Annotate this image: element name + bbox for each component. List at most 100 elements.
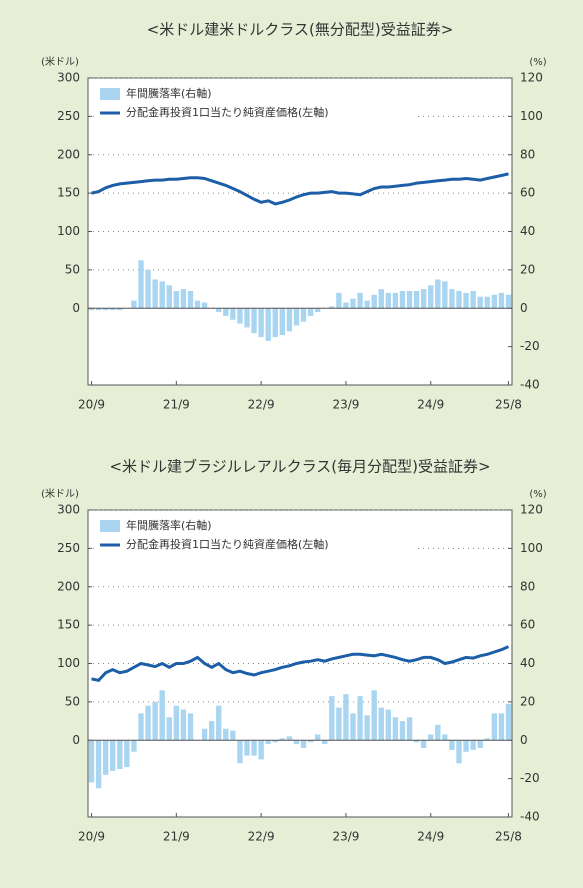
- legend-label: 年間騰落率(右軸): [126, 518, 212, 532]
- chart-title: <米ドル建ブラジルレアルクラス(毎月分配型)受益証券>: [109, 458, 490, 476]
- bar: [385, 709, 392, 741]
- bar: [88, 740, 95, 783]
- x-tick-label: 20/9: [78, 398, 105, 412]
- bar: [498, 713, 505, 741]
- bar: [392, 717, 399, 741]
- bar: [201, 302, 208, 309]
- bar: [399, 721, 406, 741]
- y2-tick-label: 120: [520, 503, 543, 517]
- y2-tick-label: 100: [520, 541, 543, 555]
- bar: [406, 290, 413, 309]
- bar: [505, 703, 512, 741]
- y-tick-label: 200: [57, 147, 80, 161]
- bar: [223, 728, 229, 741]
- y-tick-label: 50: [65, 694, 80, 708]
- bar: [138, 260, 144, 309]
- bar: [364, 715, 370, 741]
- bar: [343, 302, 349, 309]
- bar: [230, 730, 236, 741]
- legend-label: 分配金再投資1口当たり純資産価格(左軸): [126, 105, 329, 119]
- legend-box: [96, 516, 416, 556]
- bar: [102, 308, 109, 311]
- bar: [166, 717, 172, 741]
- y2-tick-label: 60: [520, 186, 535, 200]
- bar: [484, 738, 490, 741]
- bar: [385, 292, 392, 309]
- x-tick-label: 22/9: [248, 398, 275, 412]
- legend-swatch: [100, 520, 120, 532]
- x-tick-label: 24/9: [417, 830, 444, 844]
- bar: [364, 300, 370, 309]
- y-axis-label: (米ドル): [41, 487, 79, 500]
- bar: [491, 713, 498, 741]
- bar: [413, 740, 420, 743]
- bar: [435, 279, 441, 309]
- x-tick-label: 22/9: [248, 830, 275, 844]
- y2-tick-label: 120: [520, 71, 543, 85]
- bar: [399, 290, 406, 309]
- y-tick-label: 300: [57, 503, 80, 517]
- bar: [208, 721, 215, 741]
- y-tick-label: 300: [57, 71, 80, 85]
- bar: [477, 740, 483, 748]
- bar: [187, 290, 194, 309]
- y-tick-label: 100: [57, 224, 80, 238]
- bar: [300, 308, 307, 322]
- bar: [484, 296, 490, 309]
- bar: [272, 308, 278, 338]
- bar: [420, 289, 427, 309]
- x-tick-label: 25/8: [495, 830, 522, 844]
- y-tick-label: 250: [57, 109, 80, 123]
- y2-tick-label: -20: [520, 771, 540, 785]
- bar: [491, 294, 498, 309]
- y2-tick-label: 40: [520, 656, 535, 670]
- y2-axis-label: (%): [529, 57, 546, 68]
- bar: [505, 294, 512, 309]
- bar: [110, 740, 116, 771]
- y2-tick-label: 20: [520, 694, 535, 708]
- y2-tick-label: 0: [520, 301, 528, 315]
- bar: [216, 308, 222, 313]
- y-tick-label: 100: [57, 656, 80, 670]
- bar: [230, 308, 236, 320]
- bar: [350, 298, 356, 309]
- bar: [449, 289, 455, 309]
- bar: [237, 308, 243, 324]
- bar: [102, 740, 109, 775]
- bar: [371, 294, 377, 309]
- y-tick-label: 150: [57, 186, 80, 200]
- y2-tick-label: -40: [520, 378, 540, 392]
- bar: [463, 292, 469, 309]
- bar: [322, 740, 328, 745]
- bar: [314, 308, 321, 313]
- y-tick-label: 0: [72, 301, 80, 315]
- bar: [279, 308, 286, 336]
- y-tick-label: 150: [57, 618, 80, 632]
- bar: [477, 296, 483, 309]
- legend-label: 分配金再投資1口当たり純資産価格(左軸): [126, 537, 329, 551]
- bar: [152, 279, 158, 309]
- bar: [336, 292, 342, 309]
- bar: [110, 308, 116, 311]
- line: [91, 645, 510, 683]
- bar: [265, 740, 271, 745]
- bar: [293, 308, 300, 326]
- x-tick-label: 24/9: [417, 398, 444, 412]
- x-tick-label: 25/8: [495, 398, 522, 412]
- bar: [173, 705, 180, 741]
- y2-tick-label: 0: [520, 733, 528, 747]
- bar: [223, 308, 229, 316]
- y-axis-label: (米ドル): [41, 55, 79, 68]
- bar: [449, 740, 455, 750]
- bar: [145, 705, 151, 741]
- bar: [470, 290, 476, 309]
- bar: [357, 696, 363, 741]
- bar: [378, 707, 384, 741]
- bar: [117, 308, 123, 311]
- bar: [251, 308, 257, 334]
- bar: [173, 290, 180, 309]
- bar: [357, 292, 363, 309]
- bar: [456, 290, 462, 309]
- bar: [456, 740, 462, 764]
